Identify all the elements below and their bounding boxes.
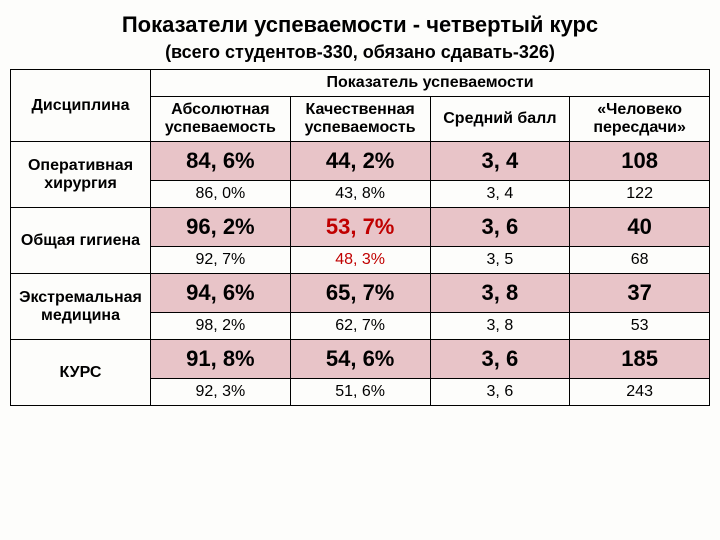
cell: 91, 8%	[151, 340, 291, 379]
header-absolute: Абсолютная успеваемость	[151, 97, 291, 142]
cell: 3, 6	[430, 208, 570, 247]
cell: 185	[570, 340, 710, 379]
cell: 122	[570, 181, 710, 208]
row-label-2: Экстремальная медицина	[11, 274, 151, 340]
cell: 48, 3%	[290, 247, 430, 274]
cell: 3, 5	[430, 247, 570, 274]
cell: 243	[570, 379, 710, 406]
cell: 54, 6%	[290, 340, 430, 379]
cell: 3, 6	[430, 379, 570, 406]
row-label-0: Оперативная хирургия	[11, 142, 151, 208]
row-label-1: Общая гигиена	[11, 208, 151, 274]
cell: 65, 7%	[290, 274, 430, 313]
cell: 98, 2%	[151, 313, 291, 340]
cell: 53	[570, 313, 710, 340]
cell: 40	[570, 208, 710, 247]
cell: 92, 7%	[151, 247, 291, 274]
cell: 62, 7%	[290, 313, 430, 340]
page-title: Показатели успеваемости - четвертый курс	[10, 12, 710, 38]
cell: 3, 8	[430, 274, 570, 313]
cell: 3, 8	[430, 313, 570, 340]
cell: 86, 0%	[151, 181, 291, 208]
row-label-3: КУРС	[11, 340, 151, 406]
cell: 84, 6%	[151, 142, 291, 181]
cell: 51, 6%	[290, 379, 430, 406]
header-avg: Средний балл	[430, 97, 570, 142]
cell: 68	[570, 247, 710, 274]
cell: 3, 4	[430, 181, 570, 208]
page-subtitle: (всего студентов-330, обязано сдавать-32…	[10, 42, 710, 63]
cell: 94, 6%	[151, 274, 291, 313]
cell: 92, 3%	[151, 379, 291, 406]
header-retake: «Человеко пересдачи»	[570, 97, 710, 142]
cell: 3, 6	[430, 340, 570, 379]
performance-table: Дисциплина Показатель успеваемости Абсол…	[10, 69, 710, 406]
cell: 3, 4	[430, 142, 570, 181]
header-quality: Качественная успеваемость	[290, 97, 430, 142]
header-group: Показатель успеваемости	[151, 70, 710, 97]
cell: 44, 2%	[290, 142, 430, 181]
cell: 108	[570, 142, 710, 181]
cell: 43, 8%	[290, 181, 430, 208]
cell: 37	[570, 274, 710, 313]
cell: 53, 7%	[290, 208, 430, 247]
cell: 96, 2%	[151, 208, 291, 247]
header-discipline: Дисциплина	[11, 70, 151, 142]
